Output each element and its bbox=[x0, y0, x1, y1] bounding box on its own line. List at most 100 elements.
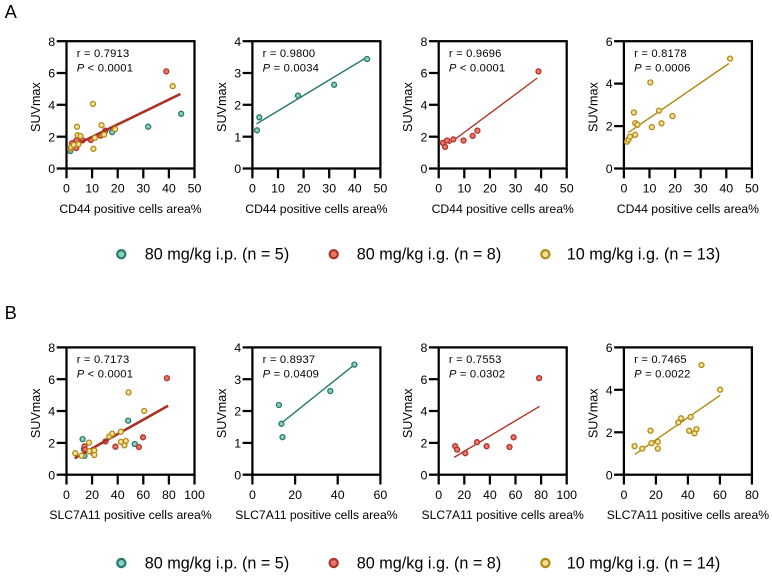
svg-text:r = 0.7913: r = 0.7913 bbox=[77, 48, 130, 60]
svg-text:60: 60 bbox=[509, 488, 523, 502]
svg-text:CD44 positive cells area%: CD44 positive cells area% bbox=[617, 202, 759, 216]
svg-text:0: 0 bbox=[420, 162, 427, 176]
svg-text:r = 0.7173: r = 0.7173 bbox=[77, 354, 130, 366]
svg-text:P = 0.0409: P = 0.0409 bbox=[263, 369, 319, 381]
svg-text:CD44 positive cells area%: CD44 positive cells area% bbox=[59, 202, 201, 216]
svg-text:6: 6 bbox=[48, 67, 55, 81]
svg-text:0: 0 bbox=[420, 468, 427, 482]
svg-text:20: 20 bbox=[483, 182, 497, 196]
svg-text:6: 6 bbox=[420, 373, 427, 387]
svg-text:SUVmax: SUVmax bbox=[215, 82, 229, 132]
svg-text:3: 3 bbox=[234, 373, 241, 387]
svg-text:50: 50 bbox=[374, 182, 388, 196]
svg-text:40: 40 bbox=[534, 182, 548, 196]
svg-text:SUVmax: SUVmax bbox=[401, 388, 415, 438]
svg-text:CD44 positive cells area%: CD44 positive cells area% bbox=[245, 202, 387, 216]
svg-text:r = 0.8937: r = 0.8937 bbox=[263, 354, 316, 366]
svg-text:A: A bbox=[5, 1, 18, 22]
svg-text:3: 3 bbox=[234, 67, 241, 81]
svg-text:P < 0.0001: P < 0.0001 bbox=[449, 62, 505, 74]
svg-text:4: 4 bbox=[420, 98, 427, 112]
svg-text:4: 4 bbox=[48, 405, 55, 419]
svg-text:SLC7A11 positive cells area%: SLC7A11 positive cells area% bbox=[422, 508, 585, 522]
svg-text:100: 100 bbox=[556, 488, 577, 502]
svg-text:P < 0.0001: P < 0.0001 bbox=[77, 62, 133, 74]
svg-text:0: 0 bbox=[63, 488, 70, 502]
svg-text:4: 4 bbox=[606, 383, 613, 397]
svg-text:60: 60 bbox=[713, 488, 727, 502]
svg-text:SUVmax: SUVmax bbox=[29, 82, 43, 132]
svg-text:2: 2 bbox=[234, 405, 241, 419]
svg-text:0: 0 bbox=[620, 182, 627, 196]
svg-text:50: 50 bbox=[745, 182, 759, 196]
svg-text:20: 20 bbox=[111, 182, 125, 196]
svg-text:4: 4 bbox=[234, 341, 241, 355]
svg-text:0: 0 bbox=[606, 468, 613, 482]
svg-text:CD44 positive cells area%: CD44 positive cells area% bbox=[432, 202, 574, 216]
svg-text:30: 30 bbox=[509, 182, 523, 196]
svg-text:30: 30 bbox=[322, 182, 336, 196]
svg-text:SUVmax: SUVmax bbox=[401, 82, 415, 132]
svg-text:2: 2 bbox=[48, 437, 55, 451]
svg-text:40: 40 bbox=[681, 488, 695, 502]
svg-text:80: 80 bbox=[534, 488, 548, 502]
svg-text:P = 0.0006: P = 0.0006 bbox=[634, 62, 690, 74]
svg-text:50: 50 bbox=[188, 182, 202, 196]
svg-text:B: B bbox=[5, 302, 17, 323]
svg-text:SUVmax: SUVmax bbox=[586, 82, 600, 132]
svg-text:40: 40 bbox=[162, 182, 176, 196]
svg-text:20: 20 bbox=[668, 182, 682, 196]
svg-text:4: 4 bbox=[234, 35, 241, 49]
svg-text:60: 60 bbox=[374, 488, 388, 502]
svg-text:60: 60 bbox=[136, 488, 150, 502]
svg-text:10: 10 bbox=[271, 182, 285, 196]
svg-text:r = 0.7465: r = 0.7465 bbox=[634, 354, 687, 366]
svg-text:0: 0 bbox=[435, 488, 442, 502]
svg-text:20: 20 bbox=[649, 488, 663, 502]
svg-text:40: 40 bbox=[348, 182, 362, 196]
svg-text:10 mg/kg i.g. (n = 14): 10 mg/kg i.g. (n = 14) bbox=[567, 555, 720, 573]
svg-text:0: 0 bbox=[620, 488, 627, 502]
svg-text:10: 10 bbox=[643, 182, 657, 196]
svg-text:80: 80 bbox=[745, 488, 759, 502]
svg-text:2: 2 bbox=[606, 426, 613, 440]
svg-text:6: 6 bbox=[606, 35, 613, 49]
svg-text:2: 2 bbox=[48, 130, 55, 144]
svg-text:20: 20 bbox=[457, 488, 471, 502]
svg-text:0: 0 bbox=[249, 488, 256, 502]
svg-text:40: 40 bbox=[719, 182, 733, 196]
svg-text:8: 8 bbox=[420, 35, 427, 49]
svg-text:6: 6 bbox=[420, 67, 427, 81]
svg-text:P = 0.0022: P = 0.0022 bbox=[634, 369, 690, 381]
svg-text:100: 100 bbox=[184, 488, 205, 502]
svg-text:20: 20 bbox=[85, 488, 99, 502]
svg-text:0: 0 bbox=[48, 162, 55, 176]
svg-text:r = 0.9800: r = 0.9800 bbox=[263, 48, 316, 60]
svg-text:1: 1 bbox=[234, 130, 241, 144]
svg-text:80 mg/kg i.p. (n = 5): 80 mg/kg i.p. (n = 5) bbox=[145, 245, 289, 263]
svg-text:20: 20 bbox=[297, 182, 311, 196]
svg-text:4: 4 bbox=[606, 77, 613, 91]
svg-text:SLC7A11 positive cells area%: SLC7A11 positive cells area% bbox=[49, 508, 212, 522]
svg-text:P = 0.0302: P = 0.0302 bbox=[449, 369, 505, 381]
svg-text:r = 0.9696: r = 0.9696 bbox=[449, 48, 502, 60]
svg-text:2: 2 bbox=[420, 130, 427, 144]
svg-text:80: 80 bbox=[162, 488, 176, 502]
svg-text:4: 4 bbox=[420, 405, 427, 419]
svg-text:80 mg/kg i.p. (n = 5): 80 mg/kg i.p. (n = 5) bbox=[145, 555, 289, 573]
svg-text:8: 8 bbox=[48, 35, 55, 49]
svg-text:0: 0 bbox=[234, 162, 241, 176]
svg-text:SLC7A11 positive cells area%: SLC7A11 positive cells area% bbox=[607, 508, 770, 522]
svg-text:80 mg/kg i.g. (n = 8): 80 mg/kg i.g. (n = 8) bbox=[357, 245, 501, 263]
svg-text:1: 1 bbox=[234, 437, 241, 451]
svg-text:10: 10 bbox=[457, 182, 471, 196]
svg-text:P = 0.0034: P = 0.0034 bbox=[263, 62, 319, 74]
svg-text:8: 8 bbox=[420, 341, 427, 355]
svg-text:0: 0 bbox=[606, 162, 613, 176]
svg-text:30: 30 bbox=[136, 182, 150, 196]
svg-text:r = 0.8178: r = 0.8178 bbox=[634, 48, 687, 60]
svg-text:P < 0.0001: P < 0.0001 bbox=[77, 369, 133, 381]
svg-text:6: 6 bbox=[48, 373, 55, 387]
svg-text:r = 0.7553: r = 0.7553 bbox=[449, 354, 502, 366]
svg-text:10 mg/kg i.g. (n = 13): 10 mg/kg i.g. (n = 13) bbox=[567, 245, 720, 263]
